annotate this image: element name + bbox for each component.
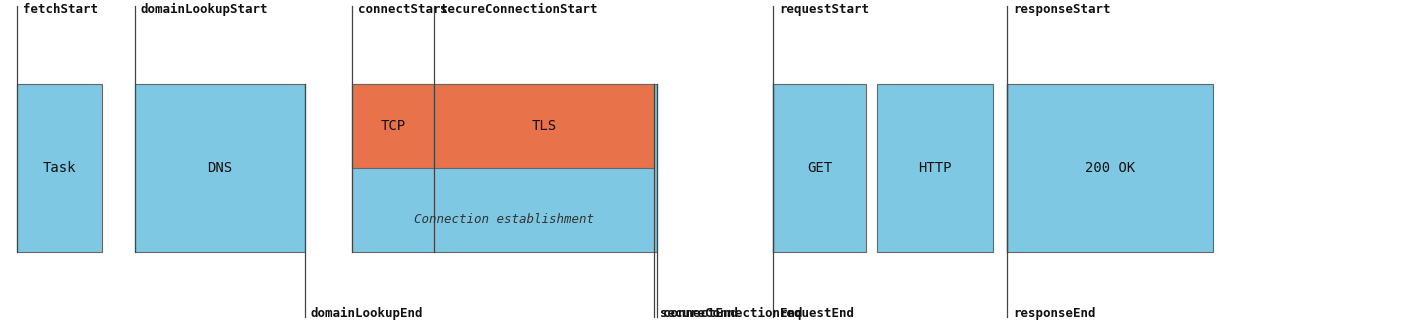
Bar <box>17 84 102 252</box>
Text: TCP: TCP <box>380 119 406 133</box>
Text: responseEnd: responseEnd <box>1013 307 1095 320</box>
Text: HTTP: HTTP <box>918 161 952 175</box>
Text: secureConnectionEnd: secureConnectionEnd <box>660 307 802 320</box>
Text: connectEnd: connectEnd <box>663 307 738 320</box>
Text: requestStart: requestStart <box>779 3 868 16</box>
Text: domainLookupStart: domainLookupStart <box>140 3 268 16</box>
Text: fetchStart: fetchStart <box>23 3 98 16</box>
Bar <box>352 84 434 168</box>
Text: Task: Task <box>43 161 77 175</box>
Text: DNS: DNS <box>207 161 233 175</box>
Bar <box>135 84 305 252</box>
Text: connectStart: connectStart <box>358 3 447 16</box>
Text: responseStart: responseStart <box>1013 3 1111 16</box>
Text: GET: GET <box>807 161 832 175</box>
Text: Connection establishment: Connection establishment <box>414 213 595 226</box>
Bar <box>352 84 657 252</box>
Text: secureConnectionStart: secureConnectionStart <box>440 3 597 16</box>
Bar <box>434 84 654 168</box>
Text: domainLookupEnd: domainLookupEnd <box>311 307 423 320</box>
Text: TLS: TLS <box>532 119 556 133</box>
Text: requestEnd: requestEnd <box>779 307 854 320</box>
Bar <box>773 84 866 252</box>
Text: 200 OK: 200 OK <box>1086 161 1135 175</box>
Bar <box>877 84 993 252</box>
Bar <box>1007 84 1213 252</box>
